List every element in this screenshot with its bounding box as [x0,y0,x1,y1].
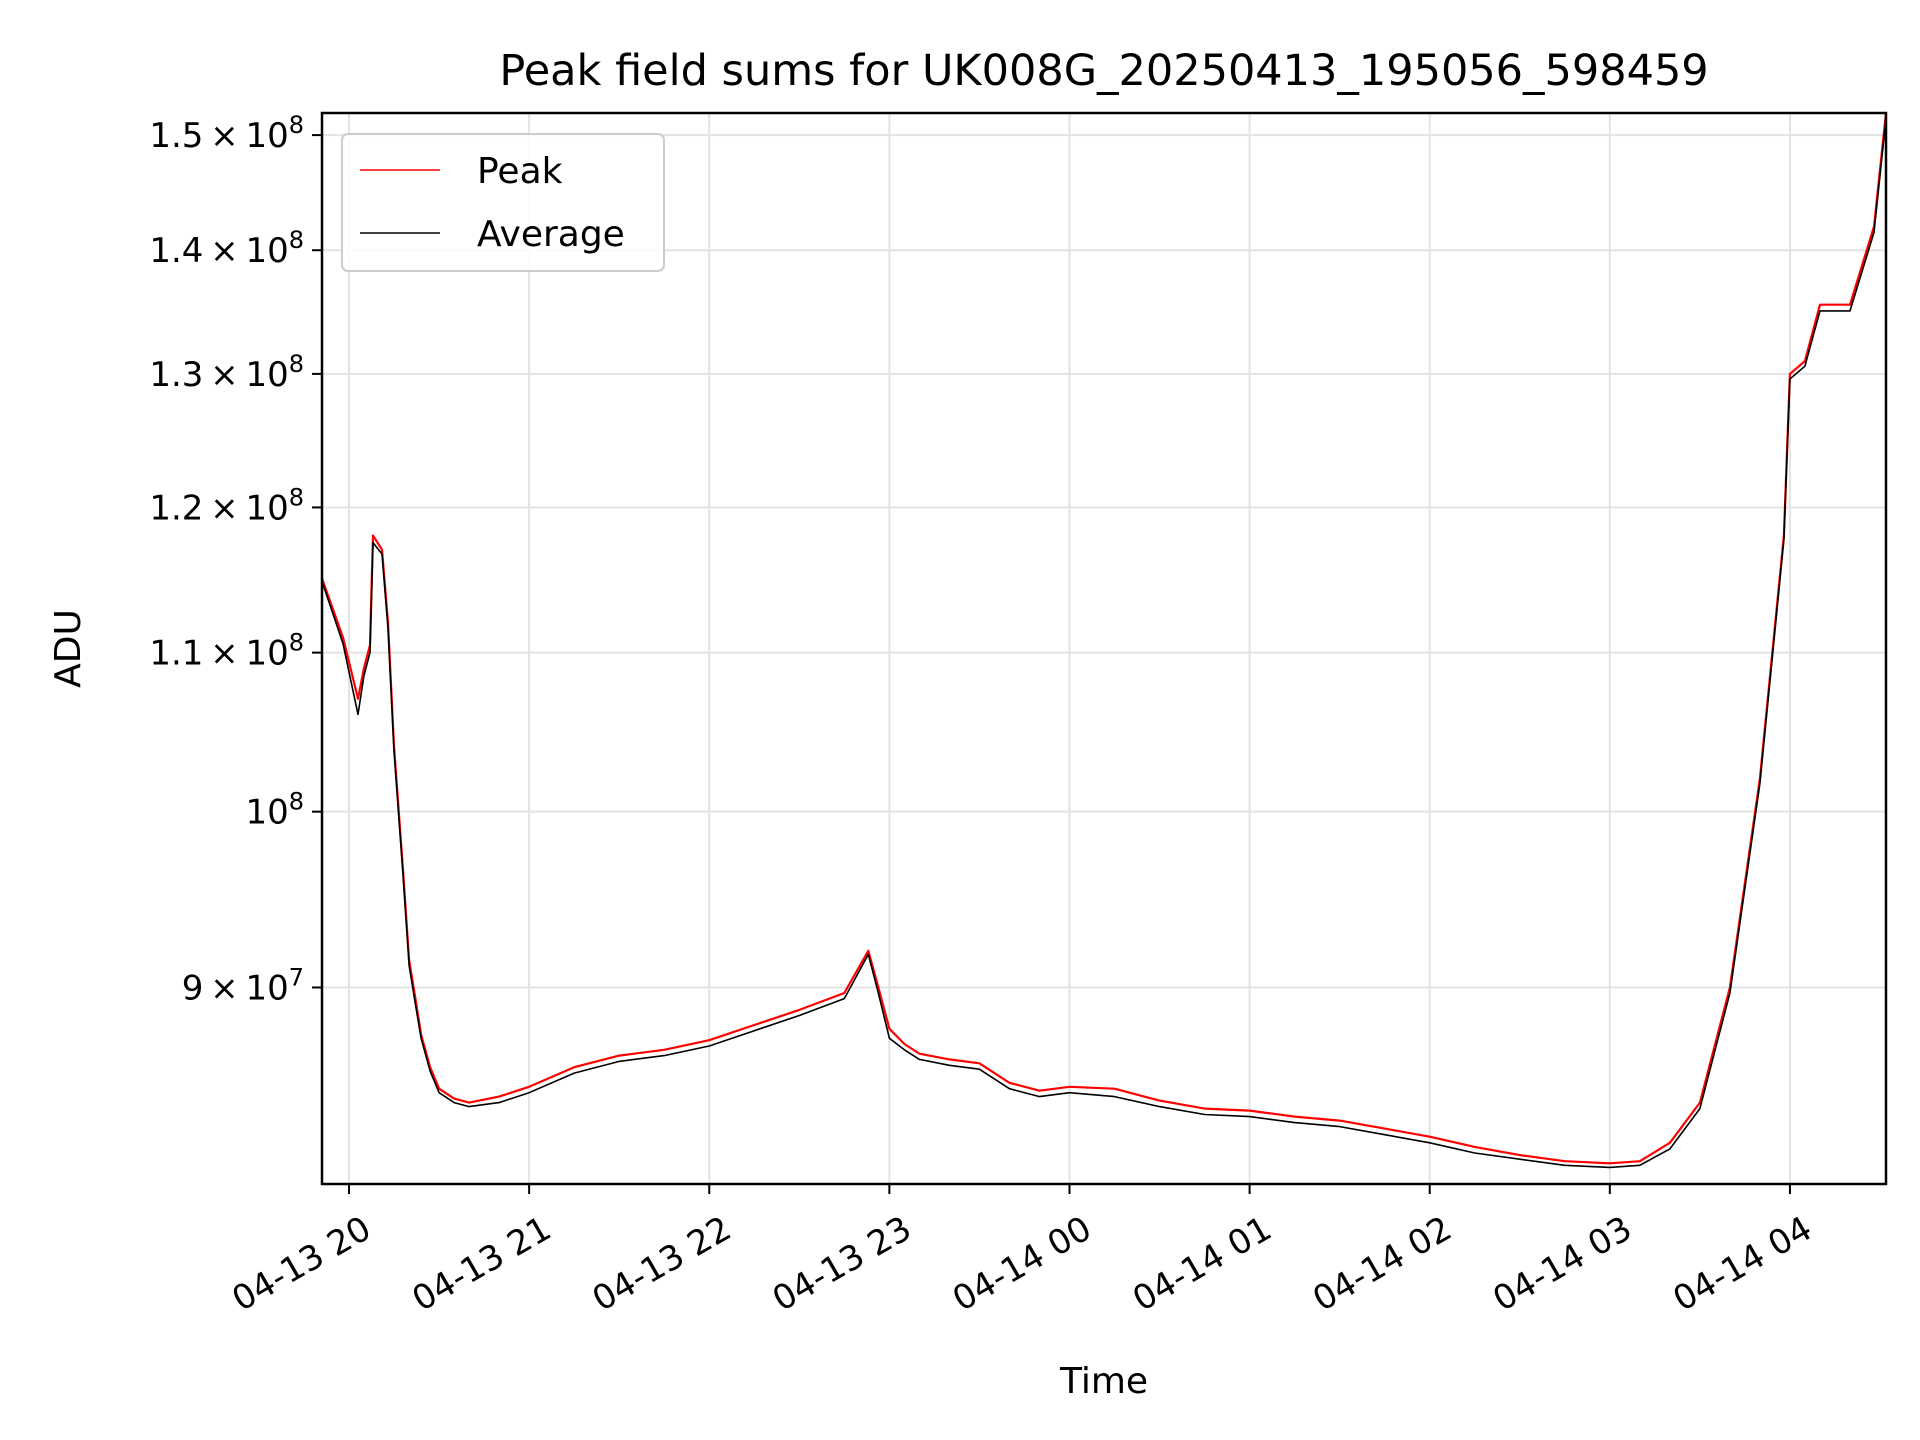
plot-series [322,113,1886,1169]
y-tick-label: 1.5 × 108 [149,111,304,156]
y-axis-label: ADU [48,609,89,688]
y-tick-label: 9 × 107 [182,963,304,1008]
legend-box [341,133,665,272]
legend-label-peak: Peak [477,151,563,192]
y-tick-label: 1.4 × 108 [149,226,304,271]
x-axis-label: Time [1059,1361,1148,1402]
y-axis-ticks: 9 × 107 108 1.1 × 108 1.2 × 108 1.3 × 108 1.4… [149,111,322,1008]
plot-frame [320,111,1888,1186]
y-tick-label: 1.3 × 108 [149,350,304,395]
y-tick-label: 1.1 × 108 [149,629,304,674]
series-line-average [322,118,1886,1169]
grid-lines [322,113,1886,1184]
chart-title: Peak field sums for UK008G_20250413_1950… [499,46,1708,96]
legend: Peak Average [341,133,665,272]
legend-label-average: Average [477,214,625,255]
y-tick-label: 1.2 × 108 [149,483,304,528]
y-tick-label: 108 [245,788,304,833]
